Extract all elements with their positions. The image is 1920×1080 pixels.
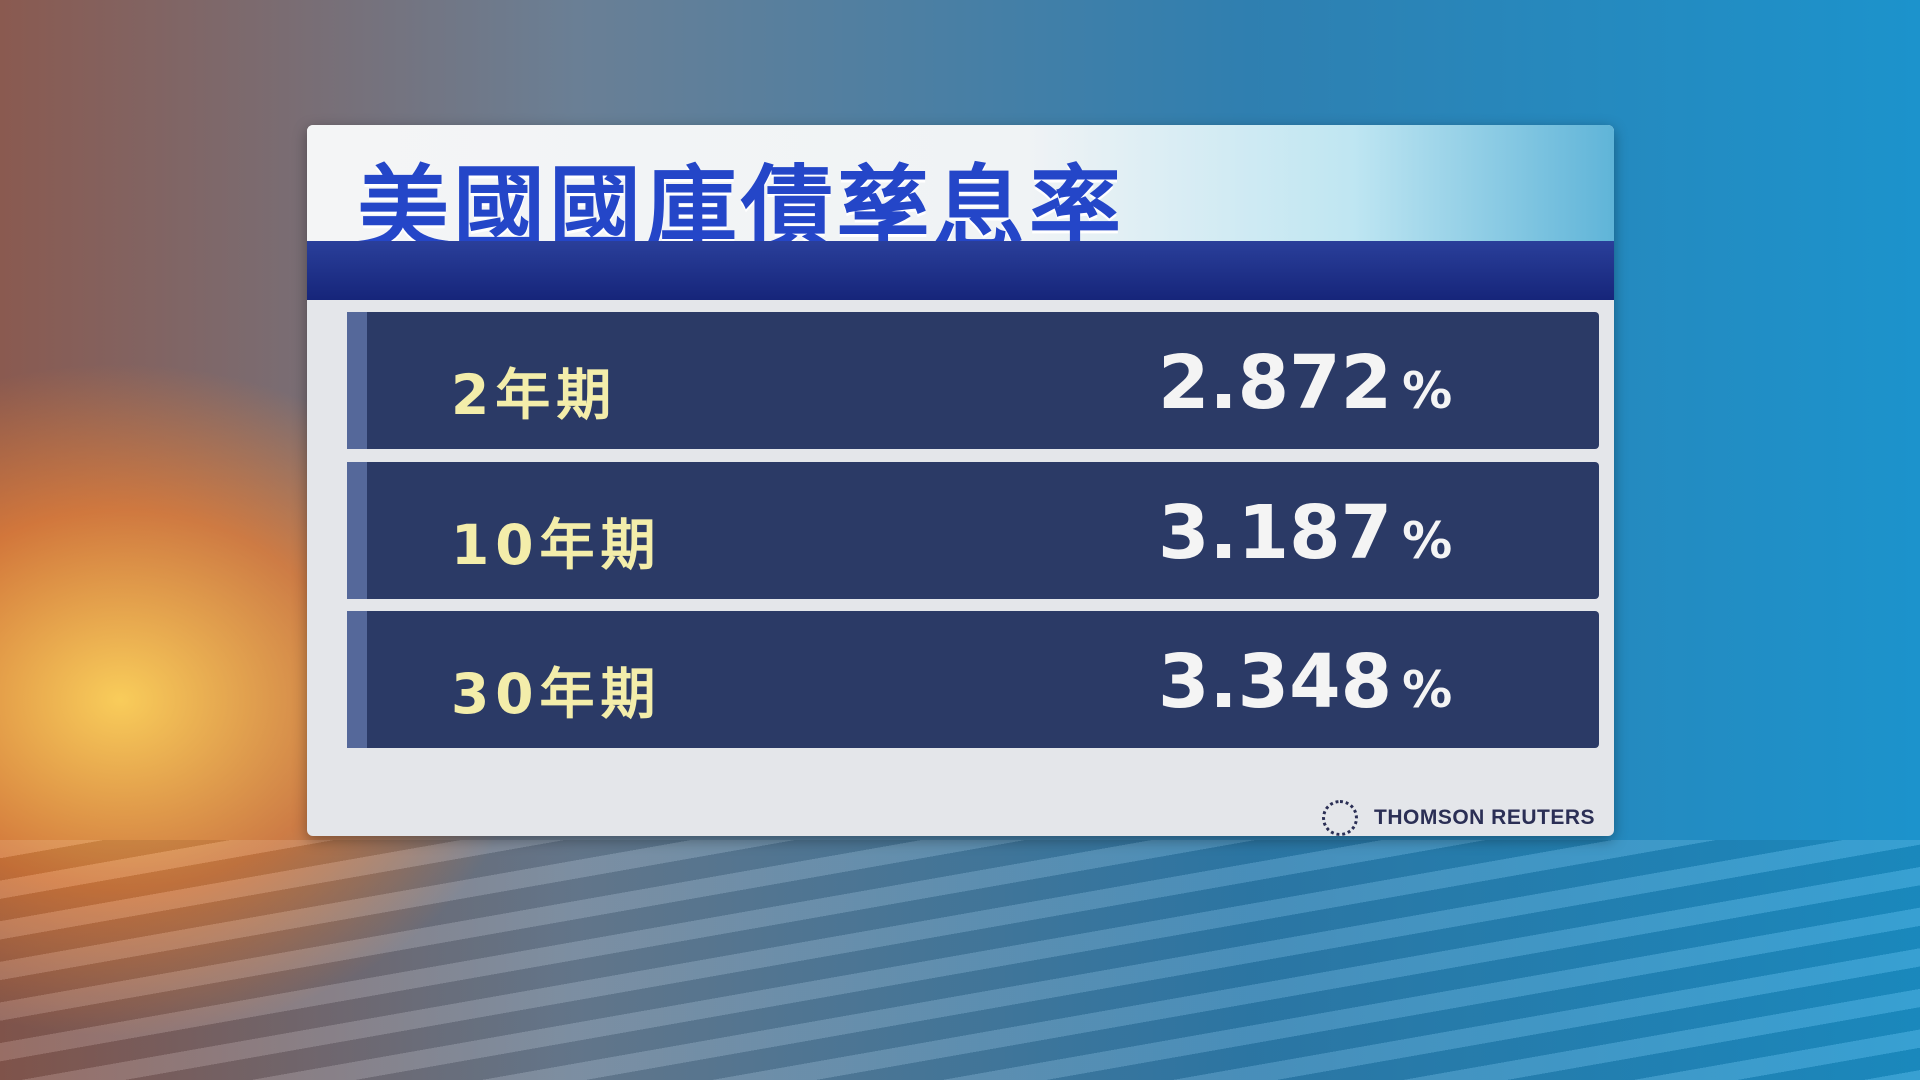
yield-value: 3.187% [1158, 490, 1452, 576]
yield-panel: 美國國庫債孳息率 2年期 2.872% 10年期 3.187% 30年期 3.3… [307, 125, 1614, 836]
background-floor [0, 840, 1920, 1080]
thomson-reuters-logo-icon [1322, 800, 1358, 836]
source-text: THOMSON REUTERS [1374, 806, 1596, 829]
yield-row-30y: 30年期 3.348% [347, 611, 1599, 748]
yield-row-10y: 10年期 3.187% [347, 462, 1599, 599]
term-label: 10年期 [451, 513, 662, 577]
row-accent [347, 312, 367, 449]
yield-number: 2.872 [1158, 340, 1393, 426]
term-label: 2年期 [451, 363, 618, 427]
row-accent [347, 611, 367, 748]
percent-sign: % [1402, 512, 1453, 570]
title-area: 美國國庫債孳息率 [307, 125, 1614, 263]
term-label: 30年期 [451, 662, 662, 726]
percent-sign: % [1402, 362, 1453, 420]
source-logo: THOMSON REUTERS [1322, 800, 1595, 836]
percent-sign: % [1402, 661, 1453, 719]
yield-number: 3.348 [1158, 639, 1393, 725]
yield-value: 2.872% [1158, 340, 1452, 426]
yield-row-2y: 2年期 2.872% [347, 312, 1599, 449]
header-band [307, 241, 1614, 300]
yield-value: 3.348% [1158, 639, 1452, 725]
yield-number: 3.187 [1158, 490, 1393, 576]
row-accent [347, 462, 367, 599]
